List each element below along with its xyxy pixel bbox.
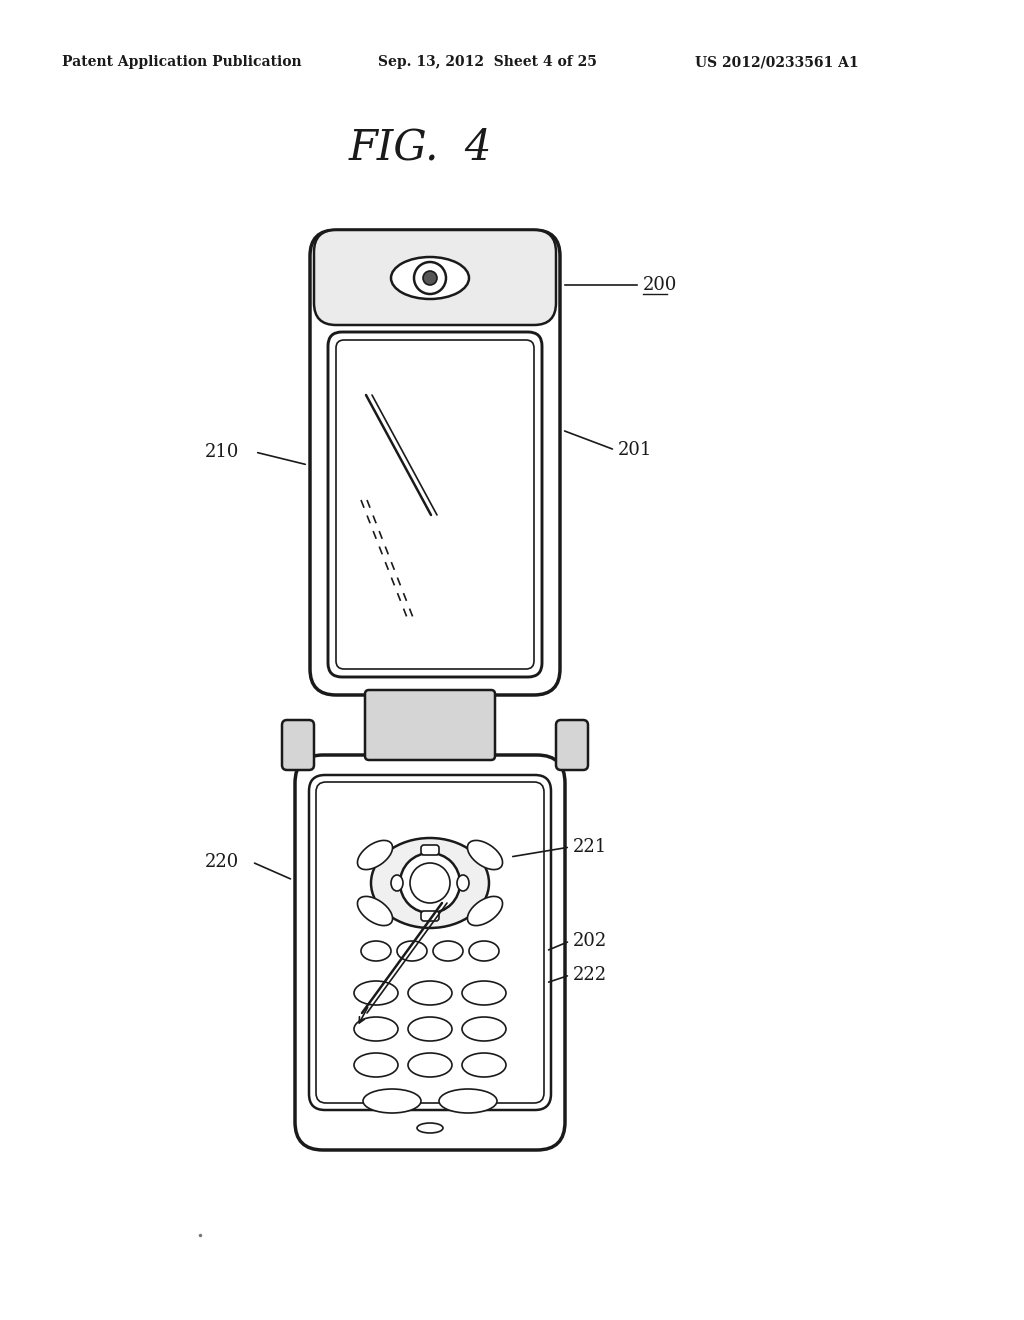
Text: 201: 201 [618, 441, 652, 459]
Ellipse shape [408, 1053, 452, 1077]
Ellipse shape [433, 941, 463, 961]
Text: US 2012/0233561 A1: US 2012/0233561 A1 [695, 55, 859, 69]
Text: 202: 202 [573, 932, 607, 950]
FancyBboxPatch shape [282, 719, 314, 770]
Circle shape [400, 853, 460, 913]
FancyBboxPatch shape [314, 230, 556, 325]
Text: 222: 222 [573, 966, 607, 983]
FancyBboxPatch shape [336, 341, 534, 669]
Text: 210: 210 [205, 444, 240, 461]
FancyBboxPatch shape [421, 911, 439, 921]
Text: 221: 221 [573, 838, 607, 855]
Ellipse shape [417, 1123, 443, 1133]
Text: 200: 200 [643, 276, 677, 294]
Ellipse shape [457, 875, 469, 891]
Text: Patent Application Publication: Patent Application Publication [62, 55, 302, 69]
FancyBboxPatch shape [310, 230, 560, 696]
Ellipse shape [462, 1016, 506, 1041]
FancyBboxPatch shape [316, 781, 544, 1104]
Ellipse shape [467, 841, 503, 870]
FancyBboxPatch shape [556, 719, 588, 770]
Text: FIG.  4: FIG. 4 [348, 127, 492, 169]
Text: 220: 220 [205, 853, 240, 871]
Ellipse shape [391, 257, 469, 300]
Ellipse shape [439, 1089, 497, 1113]
FancyBboxPatch shape [421, 845, 439, 855]
Ellipse shape [354, 1016, 398, 1041]
FancyBboxPatch shape [328, 333, 542, 677]
Ellipse shape [357, 896, 392, 925]
Ellipse shape [361, 941, 391, 961]
Ellipse shape [362, 1089, 421, 1113]
Circle shape [410, 863, 450, 903]
Ellipse shape [462, 981, 506, 1005]
Ellipse shape [357, 841, 392, 870]
FancyBboxPatch shape [365, 690, 495, 760]
FancyBboxPatch shape [309, 775, 551, 1110]
Ellipse shape [462, 1053, 506, 1077]
Ellipse shape [408, 1016, 452, 1041]
Ellipse shape [397, 941, 427, 961]
Ellipse shape [391, 875, 403, 891]
Circle shape [423, 271, 437, 285]
Ellipse shape [371, 838, 489, 928]
Ellipse shape [354, 1053, 398, 1077]
Ellipse shape [469, 941, 499, 961]
Ellipse shape [408, 981, 452, 1005]
Text: Sep. 13, 2012  Sheet 4 of 25: Sep. 13, 2012 Sheet 4 of 25 [378, 55, 597, 69]
Ellipse shape [467, 896, 503, 925]
FancyBboxPatch shape [295, 755, 565, 1150]
Ellipse shape [354, 981, 398, 1005]
Circle shape [414, 261, 446, 294]
